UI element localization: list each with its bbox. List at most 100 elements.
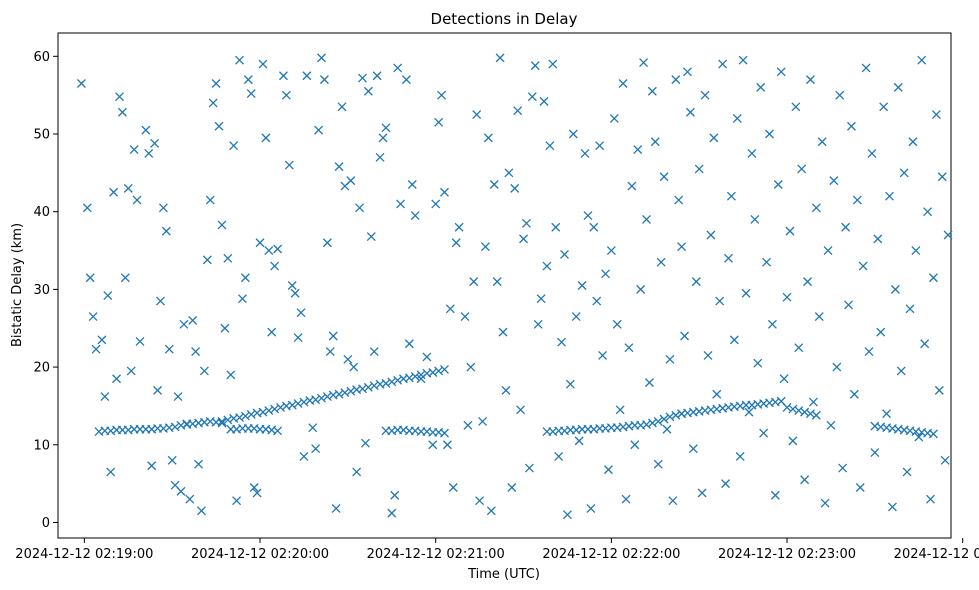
detection-point bbox=[519, 234, 528, 244]
detection-point bbox=[147, 461, 157, 471]
x-tick-label-1: 2024-12-12 02:20:00 bbox=[191, 547, 329, 562]
detection-point bbox=[176, 486, 186, 496]
detection-point bbox=[826, 420, 836, 430]
detection-point bbox=[565, 379, 575, 389]
detection-point bbox=[627, 181, 637, 191]
detection-point bbox=[732, 114, 742, 123]
detection-point bbox=[598, 350, 608, 360]
track-7-point bbox=[811, 410, 821, 420]
detection-point bbox=[606, 246, 616, 255]
detection-point bbox=[349, 362, 359, 372]
detection-point bbox=[167, 455, 177, 465]
detection-point bbox=[683, 67, 692, 77]
detection-point bbox=[536, 294, 546, 304]
detection-point bbox=[908, 137, 918, 147]
detection-point bbox=[580, 148, 590, 158]
detection-point bbox=[109, 187, 119, 197]
detection-point bbox=[299, 451, 309, 461]
detection-point bbox=[879, 102, 889, 112]
detection-point bbox=[390, 490, 400, 500]
detection-point bbox=[495, 53, 505, 63]
detection-point bbox=[161, 226, 171, 236]
detection-point bbox=[76, 79, 86, 88]
detection-point bbox=[404, 339, 414, 349]
track-5-point bbox=[642, 420, 651, 430]
plot-frame bbox=[57, 32, 952, 539]
detection-point bbox=[507, 483, 517, 492]
detection-point bbox=[182, 419, 192, 429]
detection-point bbox=[501, 385, 511, 395]
detection-point bbox=[548, 59, 558, 69]
detection-point bbox=[217, 220, 227, 230]
track-2-point bbox=[287, 400, 297, 410]
detection-point bbox=[252, 488, 262, 498]
detection-point bbox=[428, 440, 438, 450]
detection-point bbox=[153, 385, 163, 395]
detection-point bbox=[481, 242, 490, 252]
detection-point bbox=[885, 191, 894, 201]
y-axis-label: Bistatic Delay (km) bbox=[10, 223, 25, 347]
track-2-point bbox=[235, 413, 244, 423]
detection-point bbox=[442, 440, 452, 450]
detection-point bbox=[123, 183, 133, 193]
detection-point bbox=[621, 494, 631, 504]
detection-point bbox=[284, 160, 294, 170]
detection-point bbox=[164, 344, 174, 354]
detection-point bbox=[466, 362, 476, 372]
detection-point bbox=[179, 319, 189, 329]
detection-point bbox=[492, 277, 502, 287]
detection-point bbox=[931, 110, 941, 120]
track-1-point bbox=[217, 418, 227, 428]
track-2-point bbox=[428, 368, 438, 377]
track-2-point bbox=[264, 406, 274, 416]
detection-point bbox=[202, 255, 212, 265]
detection-point bbox=[765, 129, 774, 139]
detection-point bbox=[656, 257, 666, 267]
track-5-point bbox=[665, 412, 675, 422]
track-2-point bbox=[299, 397, 309, 407]
detection-point bbox=[782, 292, 792, 302]
detection-point bbox=[934, 385, 944, 395]
detection-point bbox=[191, 347, 201, 356]
y-tick-label-4: 40 bbox=[33, 205, 50, 220]
detection-point bbox=[715, 296, 725, 306]
detection-point bbox=[770, 490, 780, 500]
detection-point bbox=[478, 417, 488, 426]
detection-point bbox=[287, 281, 297, 290]
detection-point bbox=[325, 347, 335, 356]
detection-point bbox=[674, 195, 684, 205]
detection-point bbox=[794, 343, 804, 353]
detection-point bbox=[665, 354, 675, 364]
detection-point bbox=[923, 207, 933, 217]
detection-point bbox=[636, 284, 646, 294]
detection-point bbox=[117, 107, 127, 117]
track-2-point bbox=[217, 417, 227, 426]
detection-point bbox=[838, 463, 848, 473]
detection-point bbox=[694, 164, 704, 174]
detection-point bbox=[560, 249, 569, 259]
detection-point bbox=[726, 191, 736, 201]
track-2-point bbox=[322, 392, 332, 402]
detection-point bbox=[258, 59, 268, 69]
track-2-point bbox=[358, 384, 367, 394]
scatter-points bbox=[76, 53, 953, 520]
detection-point bbox=[422, 352, 432, 362]
detection-point bbox=[296, 308, 306, 318]
detection-point bbox=[750, 215, 760, 224]
detection-point bbox=[352, 467, 362, 477]
detection-point bbox=[369, 347, 379, 356]
track-2-point bbox=[311, 395, 321, 405]
detection-point bbox=[331, 504, 341, 513]
detection-point bbox=[135, 336, 145, 346]
detection-point bbox=[917, 55, 927, 65]
detection-point bbox=[387, 508, 397, 518]
track-2-point bbox=[387, 377, 397, 387]
detection-point bbox=[618, 79, 628, 88]
detection-point bbox=[126, 366, 136, 376]
detection-point bbox=[85, 273, 95, 283]
track-2-point bbox=[293, 399, 303, 409]
detection-point bbox=[914, 432, 924, 442]
detection-point bbox=[220, 323, 230, 333]
detection-point bbox=[718, 59, 728, 69]
detection-point bbox=[721, 479, 731, 489]
